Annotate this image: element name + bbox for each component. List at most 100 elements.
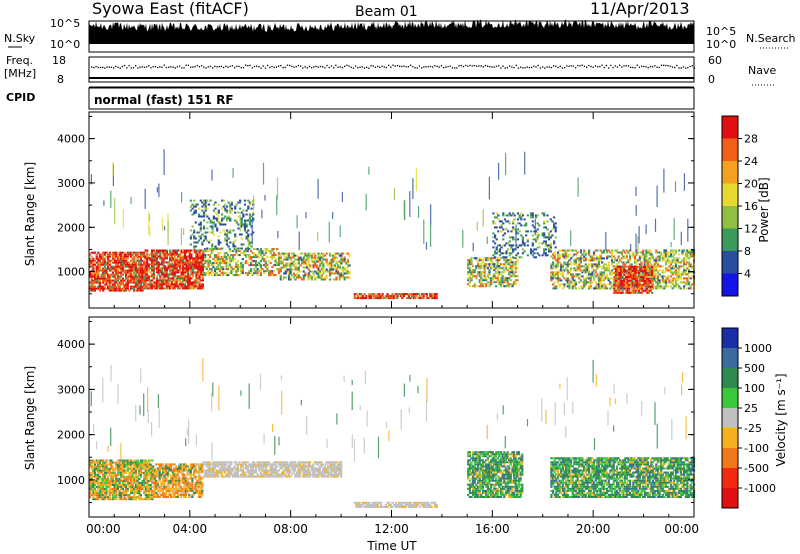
echo-cell xyxy=(151,269,154,272)
echo-cell xyxy=(596,275,599,278)
echo-cell xyxy=(103,251,106,254)
echo-cell xyxy=(560,269,563,272)
echo-cell xyxy=(646,287,649,290)
echo-cell xyxy=(103,261,106,264)
echo-cell xyxy=(116,255,120,258)
echo-cell xyxy=(401,295,404,298)
echo-cell xyxy=(206,207,209,210)
echo-cell xyxy=(236,254,239,257)
echo-cell xyxy=(143,259,146,262)
echo-cell xyxy=(90,265,93,268)
echo-cell xyxy=(327,270,330,273)
echo-cell xyxy=(174,283,177,286)
echo-cell xyxy=(534,230,538,233)
echo-cell xyxy=(198,271,201,274)
echo-cell xyxy=(102,267,105,270)
echo-cell xyxy=(684,271,687,274)
echo-cell xyxy=(425,293,428,296)
echo-cell xyxy=(317,276,320,279)
echo-cell xyxy=(317,252,320,255)
echo-cell xyxy=(180,263,183,266)
echo-cell xyxy=(160,283,163,286)
echo-cell xyxy=(648,251,651,254)
echo-cell xyxy=(113,479,116,482)
echo-cell xyxy=(202,225,206,228)
echo-cell xyxy=(495,281,498,284)
echo-cell xyxy=(343,256,346,259)
echo-cell xyxy=(645,263,648,266)
echo-cell xyxy=(93,479,97,482)
nave-dot xyxy=(601,64,603,66)
echo-cell xyxy=(151,259,154,262)
echo-cell xyxy=(92,467,95,470)
echo-cell xyxy=(89,492,92,495)
echo-streak xyxy=(277,230,279,239)
echo-cell xyxy=(190,255,193,258)
echo-cell xyxy=(473,283,476,286)
echo-cell xyxy=(291,256,294,259)
echo-cell xyxy=(136,287,139,290)
echo-cell xyxy=(139,253,142,256)
echo-cell xyxy=(139,267,142,270)
echo-cell xyxy=(516,252,520,255)
echo-cell xyxy=(617,261,620,264)
echo-cell xyxy=(669,255,673,258)
nave-dot xyxy=(410,64,412,66)
echo-cell xyxy=(333,252,336,255)
echo-cell xyxy=(530,248,533,251)
echo-cell xyxy=(510,236,513,239)
echo-cell xyxy=(361,295,365,298)
echo-cell xyxy=(201,277,204,280)
echo-cell xyxy=(599,277,602,280)
echo-cell xyxy=(97,465,100,468)
echo-cell xyxy=(167,253,170,256)
echo-cell xyxy=(601,257,604,260)
echo-cell xyxy=(139,263,142,266)
echo-cell xyxy=(155,265,159,268)
echo-cell xyxy=(602,265,605,268)
echo-cell xyxy=(146,481,149,484)
echo-cell xyxy=(430,297,433,300)
echo-cell xyxy=(116,473,120,476)
echo-cell xyxy=(155,249,159,252)
echo-cell xyxy=(95,271,98,274)
echo-cell xyxy=(612,261,615,264)
echo-cell xyxy=(589,257,592,260)
echo-cell xyxy=(192,275,195,278)
echo-cell xyxy=(125,255,128,258)
echo-cell xyxy=(248,241,251,244)
echo-cell xyxy=(507,230,510,233)
echo-cell xyxy=(661,255,664,258)
echo-cell xyxy=(98,253,101,256)
echo-cell xyxy=(195,281,198,284)
echo-cell xyxy=(105,494,108,497)
echo-cell xyxy=(684,251,687,254)
echo-cell xyxy=(525,224,528,227)
echo-cell xyxy=(287,270,291,273)
echo-cell xyxy=(113,498,116,501)
echo-cell xyxy=(128,281,131,284)
echo-cell xyxy=(509,275,512,278)
echo-cell xyxy=(494,242,497,245)
echo-cell xyxy=(111,273,115,276)
echo-cell xyxy=(568,287,571,290)
echo-cell xyxy=(175,275,178,278)
echo-cell xyxy=(205,260,208,263)
echo-cell xyxy=(613,267,616,270)
echo-cell xyxy=(160,249,163,252)
echo-cell xyxy=(92,461,95,464)
echo-cell xyxy=(566,273,569,276)
echo-cell xyxy=(130,465,133,468)
echo-cell xyxy=(393,297,396,300)
echo-cell xyxy=(294,266,297,269)
echo-cell xyxy=(681,253,684,256)
echo-cell xyxy=(100,496,103,499)
nave-dot xyxy=(630,66,632,68)
echo-cell xyxy=(222,205,225,208)
echo-cell xyxy=(623,283,626,286)
echo-cell xyxy=(128,473,131,476)
echo-cell xyxy=(606,275,609,278)
echo-cell xyxy=(509,257,512,260)
echo-cell xyxy=(224,207,227,210)
echo-cell xyxy=(507,248,510,251)
